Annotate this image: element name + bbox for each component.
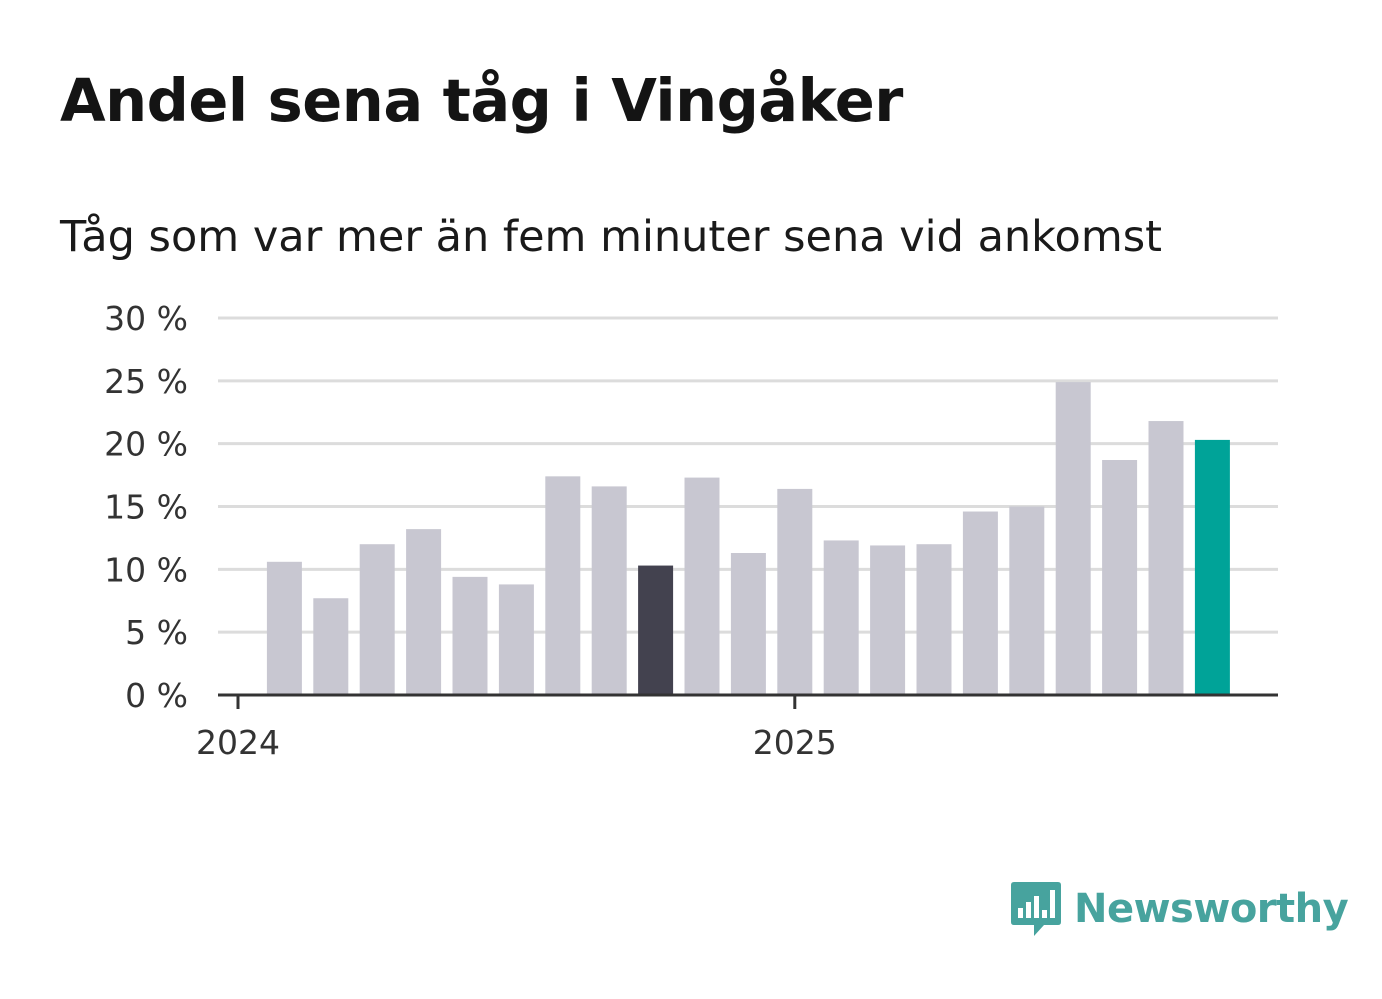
bar-2024-06 — [452, 576, 488, 695]
y-tick-label: 0 % — [125, 676, 188, 715]
bar-2025-08 — [1102, 460, 1138, 695]
y-tick-label: 25 % — [104, 362, 188, 401]
bar-2024-03 — [313, 598, 349, 695]
brand-name: Newsworthy — [1074, 886, 1349, 932]
bar-2024-05 — [406, 529, 442, 695]
bar-2024-07 — [498, 584, 534, 695]
chart-subtitle: Tåg som var mer än fem minuter sena vid … — [60, 212, 1163, 262]
bar-2024-12 — [730, 552, 766, 695]
x-axis-labels: 2024 2025 — [196, 723, 837, 762]
chart-title: Andel sena tåg i Vingåker — [60, 66, 903, 135]
bar-2024-10 — [638, 565, 674, 695]
bar-2024-09 — [591, 486, 627, 695]
y-tick-label: 10 % — [104, 550, 188, 589]
bar-2025-09 — [1148, 421, 1184, 695]
x-tick-label: 2025 — [753, 723, 837, 762]
bar-2025-10 — [1194, 439, 1230, 695]
bar-2024-11 — [684, 477, 720, 695]
y-tick-label: 5 % — [125, 613, 188, 652]
y-axis-labels: 0 % 5 % 10 % 15 % 20 % 25 % 30 % — [104, 299, 188, 715]
newsworthy-logo-icon — [1011, 882, 1061, 936]
bar-2025-02 — [823, 540, 859, 695]
bar-2024-02 — [266, 561, 302, 695]
bar-2025-06 — [1009, 506, 1045, 695]
x-axis — [218, 693, 1278, 709]
y-tick-label: 30 % — [104, 299, 188, 338]
bar-2024-08 — [545, 476, 581, 695]
bar-chart: 0 % 5 % 10 % 15 % 20 % 25 % 30 % 2024 2025 — [104, 299, 1278, 762]
bar-2024-04 — [359, 544, 395, 695]
y-tick-label: 20 % — [104, 425, 188, 464]
bar-2025-05 — [962, 511, 998, 695]
bar-2025-01 — [777, 488, 813, 695]
y-tick-label: 15 % — [104, 488, 188, 527]
bar-2025-07 — [1055, 382, 1091, 695]
bar-2025-04 — [916, 544, 952, 695]
x-tick-label: 2024 — [196, 723, 280, 762]
bar-2025-03 — [870, 545, 906, 695]
newsworthy-logo: Newsworthy — [1010, 878, 1349, 940]
bars — [266, 382, 1230, 695]
